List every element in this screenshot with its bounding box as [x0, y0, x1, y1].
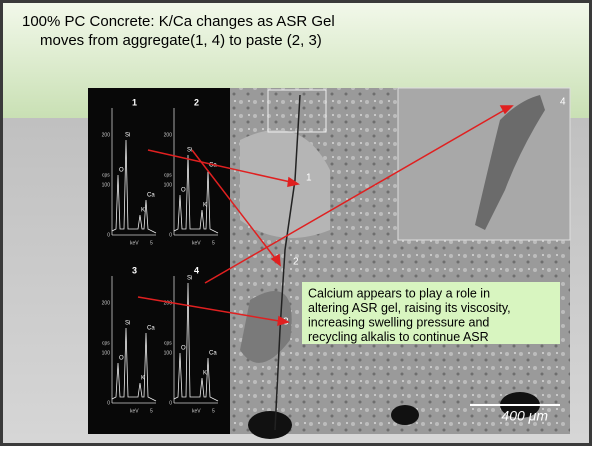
y-tick-label: 100 — [164, 350, 173, 356]
peak-label: O — [119, 356, 124, 362]
peak-label: Si — [187, 276, 192, 282]
x-tick-label: 5 — [150, 408, 153, 414]
y-tick-label: 200 — [102, 132, 111, 138]
void — [391, 405, 419, 425]
void — [248, 411, 292, 439]
peak-label: K — [203, 203, 207, 209]
x-unit: keV — [192, 240, 201, 246]
y-unit: cps — [164, 172, 172, 178]
peak-label: Ca — [147, 193, 155, 199]
y-tick-label: 0 — [107, 232, 110, 238]
callout-text: recycling alkalis to continue ASR — [308, 330, 489, 344]
peak-label: Si — [125, 133, 130, 139]
y-tick-label: 0 — [169, 232, 172, 238]
peak-label: K — [141, 376, 145, 382]
peak-label: Ca — [209, 351, 217, 357]
y-unit: cps — [164, 340, 172, 346]
peak-label: O — [181, 346, 186, 352]
callout-text: altering ASR gel, raising its viscosity, — [308, 301, 511, 315]
x-tick-label: 5 — [212, 408, 215, 414]
point-label: 1 — [306, 173, 312, 184]
y-tick-label: 0 — [107, 400, 110, 406]
x-tick-label: 5 — [150, 240, 153, 246]
peak-label: O — [181, 188, 186, 194]
y-tick-label: 200 — [164, 132, 173, 138]
callout-text: Calcium appears to play a role in — [308, 286, 490, 300]
x-unit: keV — [130, 240, 139, 246]
peak-label: Ca — [147, 326, 155, 332]
x-tick-label: 5 — [212, 240, 215, 246]
peak-label: O — [119, 168, 124, 174]
peak-label: K — [203, 371, 207, 377]
slide: 100% PC Concrete: K/Ca changes as ASR Ge… — [0, 0, 592, 446]
point-label: 2 — [293, 257, 299, 268]
y-tick-label: 200 — [102, 300, 111, 306]
point-label: 4 — [560, 97, 566, 108]
scale-label: 400 μm — [501, 408, 548, 424]
y-tick-label: 100 — [102, 350, 111, 356]
y-tick-label: 0 — [169, 400, 172, 406]
x-unit: keV — [130, 408, 139, 414]
callout-text: increasing swelling pressure and — [308, 315, 489, 329]
y-tick-label: 100 — [164, 182, 173, 188]
x-unit: keV — [192, 408, 201, 414]
title: moves from aggregate(1, 4) to paste (2, … — [40, 32, 322, 49]
title: 100% PC Concrete: K/Ca changes as ASR Ge… — [22, 13, 335, 30]
spectrum-label: 3 — [132, 265, 137, 275]
y-unit: cps — [102, 340, 110, 346]
spectrum-label: 4 — [194, 265, 199, 275]
peak-label: Si — [125, 321, 130, 327]
peak-label: K — [141, 208, 145, 214]
y-tick-label: 100 — [102, 182, 111, 188]
spectra-panel — [88, 88, 230, 434]
y-unit: cps — [102, 172, 110, 178]
spectrum-label: 2 — [194, 97, 199, 107]
spectrum-label: 1 — [132, 97, 137, 107]
